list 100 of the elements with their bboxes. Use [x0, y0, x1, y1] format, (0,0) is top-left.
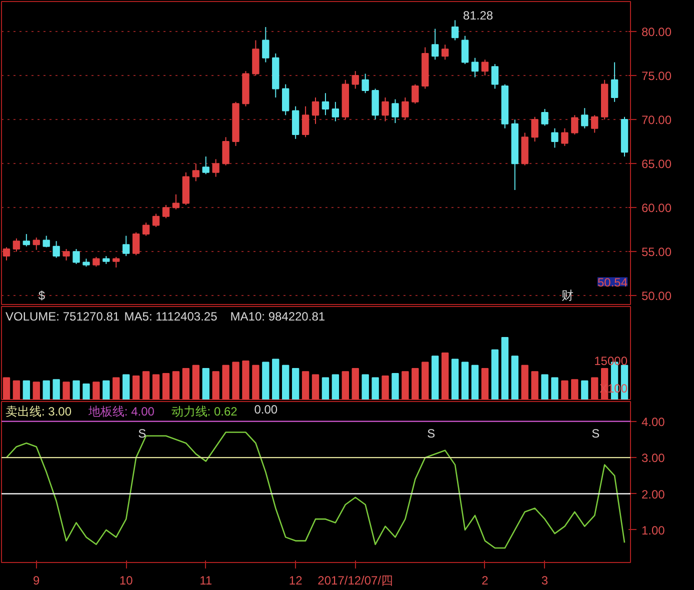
candlestick: [402, 97, 409, 120]
candlestick: [432, 28, 439, 60]
candlestick: [352, 70, 359, 90]
candlestick: [222, 136, 230, 166]
candlestick: [591, 114, 598, 134]
text: VOLUME: 751270.81: [6, 310, 120, 324]
bar: [541, 374, 548, 400]
bar: [461, 362, 469, 400]
bar: [82, 384, 90, 400]
text: MA5: 1112403.25: [124, 310, 218, 324]
y-tick-label: 75.00: [642, 68, 672, 83]
candlestick: [322, 92, 330, 116]
bar: [302, 371, 310, 400]
y-tick-label: 4.00: [642, 414, 666, 429]
annotation: 15000: [594, 354, 628, 368]
bar: [102, 380, 110, 400]
annotation: S: [427, 426, 436, 441]
y-tick-label: 80.00: [642, 24, 672, 39]
bar: [122, 374, 130, 400]
bar: [481, 368, 489, 400]
bar: [62, 382, 70, 400]
x-tick-label: 3: [541, 574, 548, 588]
x-tick-label: 2: [482, 574, 489, 588]
annotation: 财: [562, 288, 574, 302]
bar: [422, 362, 429, 400]
candlestick: [162, 204, 170, 219]
candlestick: [541, 108, 548, 126]
bar: [282, 364, 290, 400]
candlestick: [32, 237, 40, 250]
bar: [352, 368, 359, 400]
bar: [22, 380, 30, 400]
bar: [172, 371, 180, 400]
candlestick: [72, 248, 80, 264]
candlestick: [92, 256, 100, 268]
y-tick-label: 70.00: [642, 113, 672, 128]
bar: [412, 368, 419, 400]
bar: [511, 356, 518, 400]
candlestick: [551, 128, 558, 148]
bar: [142, 371, 150, 400]
bar: [332, 374, 340, 400]
candlestick: [152, 213, 160, 228]
x-tick-label: 9: [33, 574, 40, 588]
candlestick: [132, 232, 140, 256]
y-tick-label: 2.00: [642, 487, 666, 502]
candlestick: [172, 194, 180, 210]
bar: [152, 374, 160, 400]
bar: [192, 364, 200, 400]
bar: [362, 374, 369, 400]
candlestick: [212, 158, 220, 178]
candlestick: [52, 240, 60, 258]
candlestick: [581, 108, 588, 129]
bar: [442, 352, 449, 400]
bar: [451, 358, 459, 400]
bar: [392, 372, 399, 400]
bar: [242, 360, 250, 400]
x-tick-label: 11: [200, 574, 212, 588]
bar: [272, 358, 280, 400]
bar: [252, 364, 260, 400]
candlestick: [2, 246, 10, 261]
bar: [262, 362, 270, 400]
bar: [571, 379, 578, 400]
series-label: 动力线: 0.62: [171, 404, 238, 418]
candlestick: [382, 97, 389, 122]
candlestick: [282, 84, 290, 116]
y-tick-label: 50.00: [642, 289, 672, 304]
candlestick: [471, 57, 479, 78]
bar: [32, 382, 40, 400]
bar: [581, 380, 588, 400]
annotation: 81.28: [463, 8, 494, 23]
candlestick: [262, 26, 270, 63]
candlestick: [571, 114, 578, 136]
bar: [212, 371, 220, 400]
bar: [2, 377, 10, 400]
annotation: 0.00: [254, 402, 278, 416]
ref-line-label: 卖出线: 3.00: [6, 404, 72, 418]
ref-line-label: 地板线: 4.00: [87, 404, 155, 418]
candlestick: [202, 156, 210, 175]
candlestick: [22, 234, 30, 247]
bar: [551, 377, 558, 400]
candlestick: [312, 97, 320, 124]
candlestick: [292, 106, 300, 140]
y-tick-label: 1.00: [642, 523, 666, 538]
bar: [501, 337, 508, 400]
x-tick-label: 12: [288, 574, 303, 588]
text: MA10: 984220.81: [230, 310, 326, 324]
annotation: $: [38, 288, 46, 302]
candlestick: [332, 101, 340, 122]
candlestick: [561, 128, 568, 146]
bar: [402, 371, 409, 400]
x-tick-label: 10: [119, 574, 134, 588]
bar: [72, 380, 80, 400]
y-tick-label: 60.00: [642, 201, 672, 216]
candlestick: [481, 59, 489, 76]
candlestick: [62, 248, 70, 261]
y-tick-label: 3.00: [642, 451, 666, 466]
candlestick: [362, 73, 369, 94]
bar: [112, 377, 120, 400]
y-tick-label: 65.00: [642, 157, 672, 172]
bar: [162, 372, 170, 400]
candlestick: [192, 163, 200, 182]
